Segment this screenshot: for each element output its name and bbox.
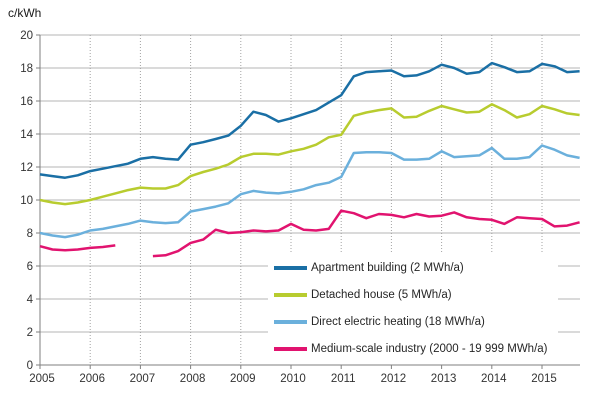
x-tick-label: 2005 (29, 373, 55, 385)
x-tick-label: 2013 (431, 373, 457, 385)
x-tick-label: 2015 (531, 373, 557, 385)
legend-swatch-detached-house (274, 292, 307, 297)
y-tick-label: 6 (27, 261, 33, 273)
x-tick-label: 2006 (79, 373, 105, 385)
x-tick-label: 2008 (180, 373, 206, 385)
y-tick-label: 20 (20, 30, 33, 42)
x-tick-label: 2010 (280, 373, 306, 385)
y-tick-label: 10 (20, 195, 33, 207)
y-tick-label: 18 (20, 63, 33, 75)
legend-item-medium-scale-industry: Medium-scale industry (2000 - 19 999 MWh… (274, 335, 548, 362)
y-axis-unit-label: c/kWh (8, 6, 42, 20)
y-tick-label: 12 (20, 162, 33, 174)
legend-swatch-apartment-building (274, 265, 307, 270)
legend-swatch-medium-scale-industry (274, 346, 307, 351)
legend-label-direct-electric-heating: Direct electric heating (18 MWh/a) (311, 315, 485, 328)
y-tick-label: 8 (27, 228, 33, 240)
series-line-direct-electric-heating (39, 144, 580, 239)
series-line-detached-house (39, 103, 580, 206)
x-tick-label: 2011 (331, 373, 356, 385)
legend-label-medium-scale-industry: Medium-scale industry (2000 - 19 999 MWh… (311, 342, 548, 355)
chart-legend: Apartment building (2 MWh/a) Detached ho… (268, 254, 558, 364)
series-line-apartment-building (39, 61, 580, 179)
legend-item-apartment-building: Apartment building (2 MWh/a) (274, 254, 548, 281)
legend-item-detached-house: Detached house (5 MWh/a) (274, 281, 548, 308)
x-tick-label: 2012 (381, 373, 407, 385)
x-tick-label: 2007 (130, 373, 156, 385)
y-tick-label: 0 (27, 360, 33, 372)
y-tick-label: 16 (20, 96, 33, 108)
x-tick-label: 2009 (230, 373, 256, 385)
legend-label-detached-house: Detached house (5 MWh/a) (311, 288, 452, 301)
y-tick-label: 14 (20, 129, 33, 141)
legend-label-apartment-building: Apartment building (2 MWh/a) (311, 261, 464, 274)
legend-swatch-direct-electric-heating (274, 319, 307, 324)
legend-item-direct-electric-heating: Direct electric heating (18 MWh/a) (274, 308, 548, 335)
x-tick-label: 2014 (481, 373, 507, 385)
y-tick-label: 4 (27, 294, 34, 306)
series-line-medium-scale-industry (39, 209, 580, 258)
y-tick-label: 2 (27, 327, 33, 339)
